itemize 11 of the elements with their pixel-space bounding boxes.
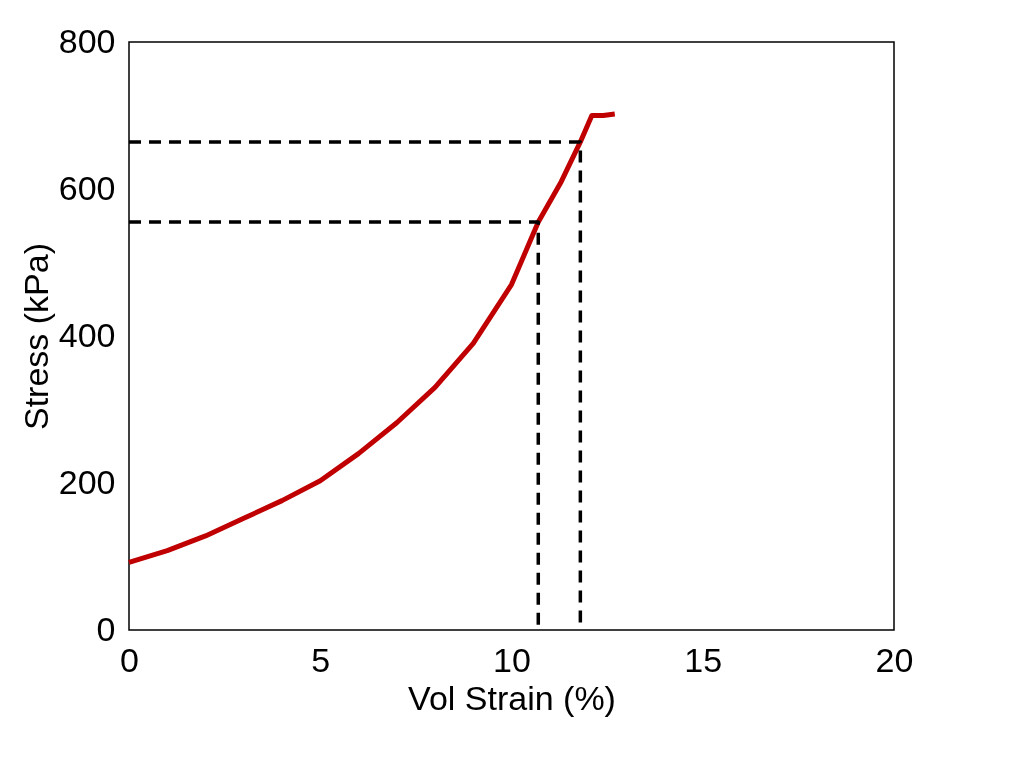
y-tick-label: 600: [58, 168, 116, 207]
x-tick-label: 10: [493, 640, 531, 679]
y-tick-label: 800: [58, 21, 116, 60]
y-tick-label: 400: [58, 315, 116, 354]
x-axis-title: Vol Strain (%): [408, 678, 616, 717]
x-tick-label: 15: [684, 640, 723, 679]
y-tick-label: 0: [96, 609, 116, 648]
x-tick-label: 20: [875, 640, 914, 679]
y-axis-title: Stress (kPa): [16, 242, 55, 431]
x-tick-label: 5: [311, 640, 331, 679]
y-tick-label: 200: [58, 462, 116, 501]
